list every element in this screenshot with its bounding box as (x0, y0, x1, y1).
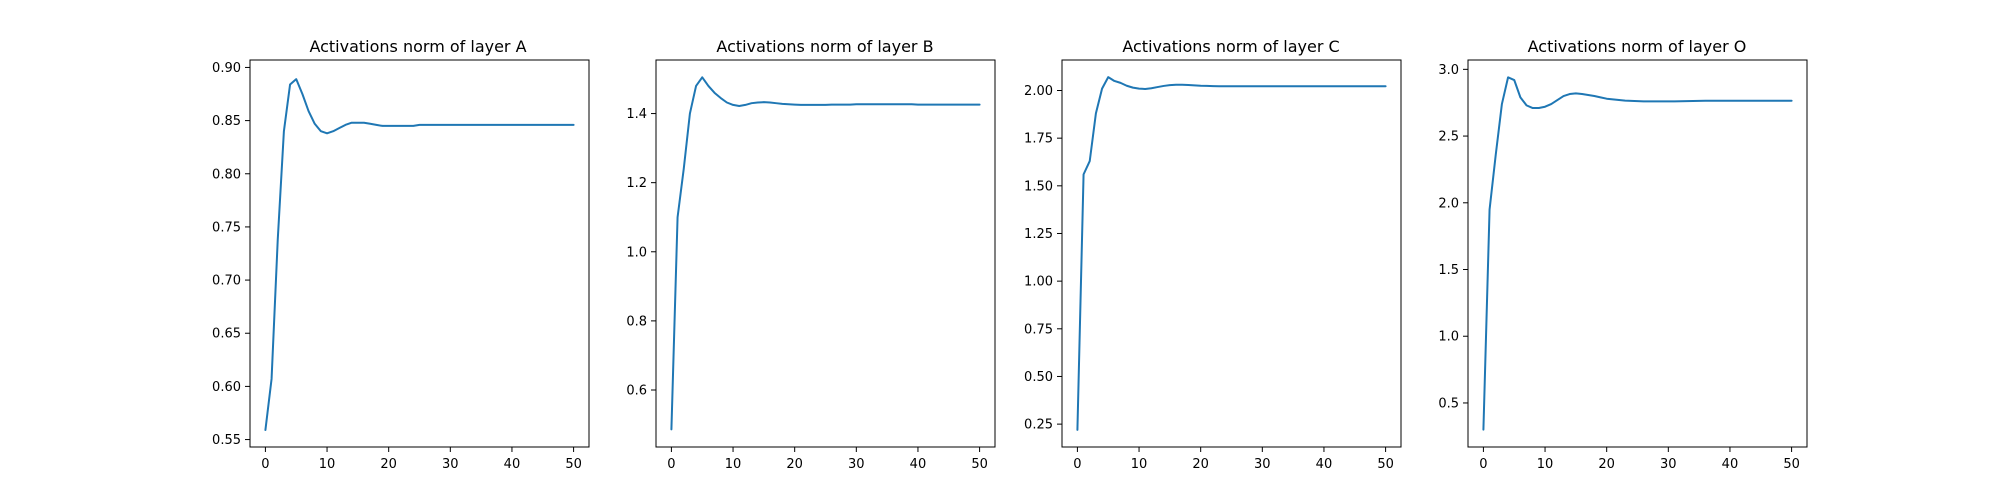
x-tick-label: 50 (1783, 457, 1800, 472)
x-tick-label: 30 (1660, 457, 1677, 472)
axes-layer-c: Activations norm of layer C 0 10 20 30 40 50 0… (1024, 37, 1402, 472)
axes-frame (655, 59, 996, 448)
x-tick-label: 20 (786, 457, 803, 472)
y-tick-label: 0.75 (1024, 322, 1053, 337)
series-line (1076, 76, 1387, 431)
x-tick-label: 20 (380, 457, 397, 472)
y-tick-label: 1.0 (626, 245, 647, 260)
x-tick-label: 40 (504, 457, 521, 472)
series-line (1482, 76, 1793, 431)
y-tick-label: 0.60 (212, 380, 241, 395)
axes-frame (1061, 59, 1402, 448)
y-tick-label: 2.0 (1438, 196, 1459, 211)
axes-layer-a: Activations norm of layer A 0 10 20 30 40 50 0… (212, 37, 590, 472)
y-tick-label: 0.6 (626, 383, 647, 398)
y-tick-label: 0.80 (212, 167, 241, 182)
axes-frame (249, 59, 590, 448)
x-tick-label: 40 (910, 457, 927, 472)
x-tick-label: 0 (667, 457, 675, 472)
y-tick-label: 1.5 (1438, 263, 1459, 278)
y-tick-label: 2.5 (1438, 130, 1459, 145)
y-tick-label: 1.4 (626, 107, 647, 122)
x-tick-label: 50 (565, 457, 582, 472)
chart-title: Activations norm of layer B (716, 37, 933, 56)
x-tick-label: 10 (725, 457, 742, 472)
x-tick-label: 0 (261, 457, 269, 472)
y-tick-label: 0.8 (626, 314, 647, 329)
y-tick-label: 1.2 (626, 176, 647, 191)
y-tick-label: 0.75 (212, 220, 241, 235)
chart-title: Activations norm of layer O (1528, 37, 1747, 56)
chart-title: Activations norm of layer C (1122, 37, 1339, 56)
x-tick-label: 40 (1722, 457, 1739, 472)
y-tick-label: 0.90 (212, 61, 241, 76)
x-tick-label: 10 (319, 457, 336, 472)
series-line (670, 76, 981, 431)
y-tick-label: 0.55 (212, 433, 241, 448)
x-tick-label: 0 (1073, 457, 1081, 472)
y-tick-label: 0.70 (212, 274, 241, 289)
x-tick-label: 20 (1598, 457, 1615, 472)
y-tick-label: 1.75 (1024, 132, 1053, 147)
x-tick-label: 50 (971, 457, 988, 472)
y-tick-label: 1.0 (1438, 330, 1459, 345)
x-tick-label: 30 (1254, 457, 1271, 472)
y-tick-label: 1.00 (1024, 275, 1053, 290)
y-tick-label: 1.25 (1024, 227, 1053, 242)
y-tick-label: 0.25 (1024, 418, 1053, 433)
x-tick-label: 20 (1192, 457, 1209, 472)
series-line (264, 78, 575, 431)
x-tick-label: 40 (1316, 457, 1333, 472)
y-tick-label: 0.5 (1438, 396, 1459, 411)
axes-frame (1467, 59, 1808, 448)
y-tick-label: 1.50 (1024, 179, 1053, 194)
x-tick-label: 30 (442, 457, 459, 472)
y-tick-label: 2.00 (1024, 84, 1053, 99)
axes-layer-o: Activations norm of layer O 0 10 20 30 40 50 0… (1438, 37, 1808, 472)
axes-layer-b: Activations norm of layer B 0 10 20 30 40 50 0… (626, 37, 996, 472)
x-tick-label: 0 (1479, 457, 1487, 472)
y-tick-label: 0.85 (212, 114, 241, 129)
x-tick-label: 30 (848, 457, 865, 472)
x-tick-label: 10 (1537, 457, 1554, 472)
x-tick-label: 10 (1131, 457, 1148, 472)
y-tick-label: 0.50 (1024, 370, 1053, 385)
x-tick-label: 50 (1377, 457, 1394, 472)
y-tick-label: 0.65 (212, 327, 241, 342)
chart-title: Activations norm of layer A (309, 37, 526, 56)
y-tick-label: 3.0 (1438, 63, 1459, 78)
